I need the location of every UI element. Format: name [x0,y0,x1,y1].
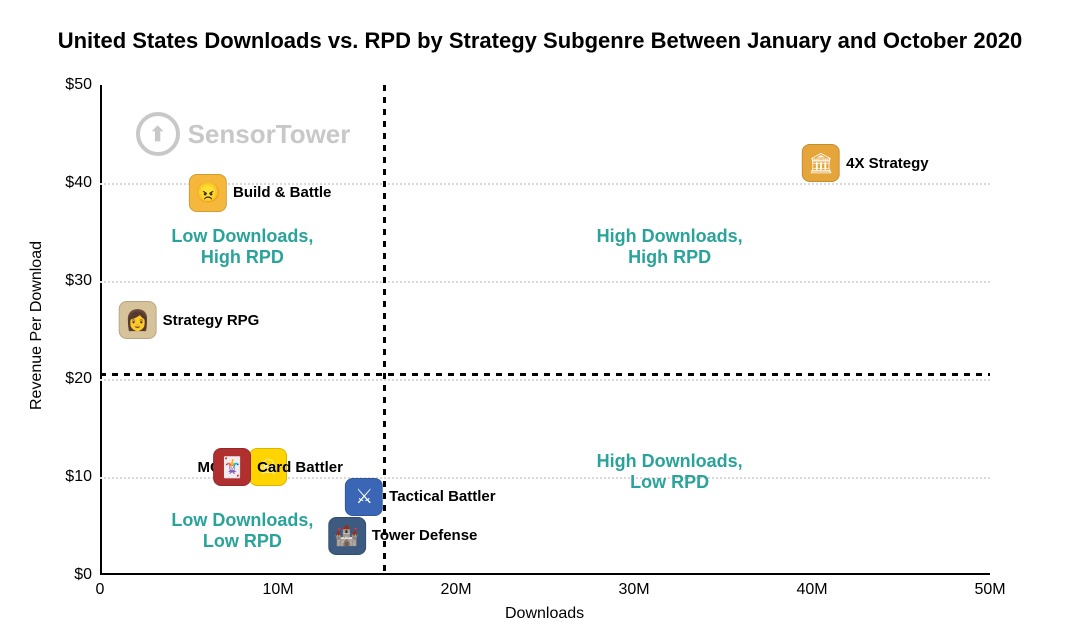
game-icon: ⚔ [345,478,383,516]
x-tick-label: 50M [960,581,1020,599]
data-point-card_battler: 🃏 Card Battler [213,448,343,486]
y-axis [100,85,102,575]
quadrant-label: Low Downloads, High RPD [171,226,313,268]
watermark-text: SensorTower [188,119,351,150]
y-tick-label: $10 [42,468,92,486]
watermark: ⬆ SensorTower [136,112,351,156]
gridline [100,281,990,283]
y-tick-label: $20 [42,370,92,388]
data-point-strategy_rpg: 👩 Strategy RPG [119,301,260,339]
game-icon: 🃏 [213,448,251,486]
data-point-build_battle: 😠 Build & Battle [189,174,331,212]
gridline [100,379,990,381]
y-tick-label: $30 [42,272,92,290]
x-axis-label: Downloads [505,605,584,623]
x-tick-label: 0 [70,581,130,599]
x-tick-label: 20M [426,581,486,599]
game-icon: 🏛 [802,144,840,182]
x-tick-label: 10M [248,581,308,599]
y-tick-label: $50 [42,76,92,94]
point-label: Build & Battle [233,184,331,201]
game-icon: 😠 [189,174,227,212]
watermark-icon: ⬆ [136,112,180,156]
x-tick-label: 40M [782,581,842,599]
game-icon: 👩 [119,301,157,339]
data-point-four_x: 🏛 4X Strategy [802,144,929,182]
x-tick-label: 30M [604,581,664,599]
x-axis [100,573,990,575]
plot-area: ⬆ SensorTower Low Downloads, High RPD Hig… [100,85,990,575]
point-label: Tactical Battler [389,488,495,505]
point-label: 4X Strategy [846,155,929,172]
quadrant-label: Low Downloads, Low RPD [171,510,313,552]
chart-title: United States Downloads vs. RPD by Strat… [0,28,1080,54]
data-point-tower_defense: 🏰 Tower Defense [328,517,478,555]
quadrant-label: High Downloads, Low RPD [597,451,743,493]
data-point-tactical_battler: ⚔ Tactical Battler [345,478,495,516]
game-icon: 🏰 [328,517,366,555]
y-tick-label: $40 [42,174,92,192]
quadrant-label: High Downloads, High RPD [597,226,743,268]
point-label: Strategy RPG [163,312,260,329]
divider-horizontal [100,373,990,376]
point-label: Card Battler [257,459,343,476]
point-label: Tower Defense [372,527,478,544]
